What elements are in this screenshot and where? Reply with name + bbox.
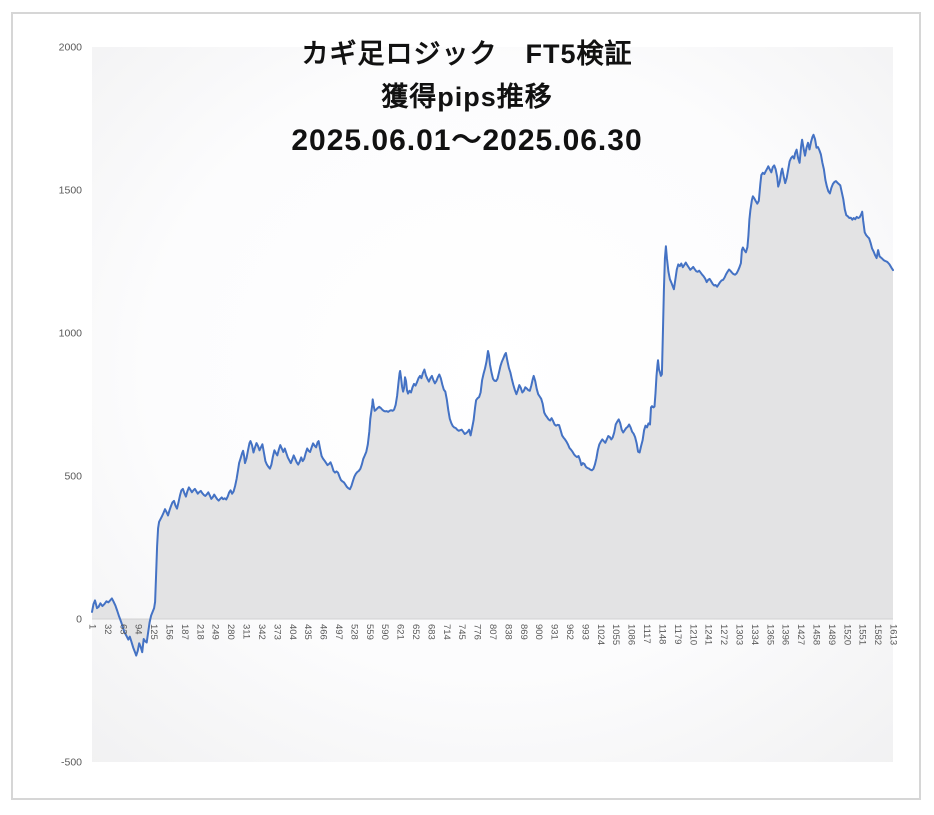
- x-axis-tick-label: 621: [395, 624, 406, 640]
- pips-line: [91, 133, 894, 657]
- x-axis-tick-label: 1179: [672, 624, 683, 644]
- pips-area-fill: [92, 134, 893, 656]
- x-axis-tick-label: 807: [487, 624, 498, 640]
- x-axis-tick-label: 435: [302, 624, 313, 640]
- x-axis-tick-label: 1303: [733, 624, 744, 645]
- x-axis-tick-label: 1334: [749, 624, 760, 645]
- x-axis-tick-label: 1396: [780, 624, 791, 645]
- x-axis-tick-label: 1272: [718, 624, 729, 645]
- x-axis-tick-label: 1520: [841, 624, 852, 645]
- x-axis-tick-label: 1210: [687, 624, 698, 645]
- x-axis-tick-label: 869: [518, 624, 529, 640]
- y-axis-tick-label: 1500: [59, 185, 83, 197]
- y-axis-tick-label: 2000: [59, 42, 83, 54]
- x-axis-tick-label: 156: [164, 624, 175, 640]
- x-axis-tick-label: 745: [456, 624, 467, 640]
- x-axis-tick-label: 559: [364, 624, 375, 640]
- x-axis-tick-label: 466: [318, 624, 329, 640]
- y-axis-tick-label: 0: [76, 614, 82, 626]
- x-axis-tick-label: 714: [441, 624, 452, 640]
- x-axis-tick-label: 683: [425, 624, 436, 640]
- x-axis-tick-label: 1117: [641, 624, 652, 644]
- x-axis-tick-label: 187: [179, 624, 190, 640]
- x-axis-tick-label: 342: [256, 624, 267, 640]
- x-axis-tick-label: 1489: [826, 624, 837, 645]
- x-axis-tick-label: 1086: [626, 624, 637, 645]
- x-axis-tick-label: 497: [333, 624, 344, 640]
- x-axis-tick-label: 125: [148, 624, 159, 640]
- x-axis-tick-label: 776: [472, 624, 483, 640]
- y-axis-tick-label: 500: [64, 471, 82, 483]
- x-axis-tick-label: 1458: [810, 624, 821, 645]
- chart-title: カギ足ロジック FT5検証 獲得pips推移 2025.06.01～2025.0…: [11, 33, 923, 162]
- y-axis-tick-label: 1000: [59, 328, 83, 340]
- x-axis-tick-label: 1: [87, 624, 98, 629]
- x-axis-tick-label: 249: [210, 624, 221, 640]
- x-axis-tick-label: 311: [241, 624, 252, 639]
- x-axis-tick-label: 1241: [703, 624, 714, 645]
- x-axis-tick-label: 63: [117, 624, 128, 635]
- x-axis-tick-label: 1024: [595, 624, 606, 645]
- x-axis-tick-label: 218: [194, 624, 205, 640]
- x-axis-tick-label: 32: [102, 624, 113, 635]
- x-axis-tick-label: 94: [133, 624, 144, 635]
- x-axis-tick-label: 373: [271, 624, 282, 640]
- x-axis-tick-label: 1148: [656, 624, 667, 644]
- x-axis-tick-label: 1613: [888, 624, 899, 645]
- y-axis-tick-label: -500: [61, 757, 82, 769]
- x-axis-tick-label: 590: [379, 624, 390, 640]
- x-axis-tick-label: 900: [533, 624, 544, 640]
- x-axis-tick-label: 1582: [872, 624, 883, 645]
- x-axis-tick-label: 993: [579, 624, 590, 640]
- x-axis-tick-label: 931: [549, 624, 560, 640]
- x-axis-tick-label: 1365: [764, 624, 775, 645]
- chart-title-line-2: 獲得pips推移: [381, 82, 553, 112]
- x-axis-tick-label: 1427: [795, 624, 806, 645]
- x-axis-tick-label: 528: [348, 624, 359, 640]
- x-axis-tick-label: 404: [287, 624, 298, 640]
- chart-title-line-1: カギ足ロジック FT5検証: [301, 39, 633, 69]
- x-axis-tick-label: 652: [410, 624, 421, 640]
- x-axis-tick-label: 1551: [857, 624, 868, 645]
- x-axis-tick-label: 962: [564, 624, 575, 640]
- x-axis-tick-label: 280: [225, 624, 236, 640]
- chart-title-line-3: 2025.06.01～2025.06.30: [291, 124, 643, 157]
- x-axis-tick-label: 1055: [610, 624, 621, 645]
- x-axis-tick-label: 838: [502, 624, 513, 640]
